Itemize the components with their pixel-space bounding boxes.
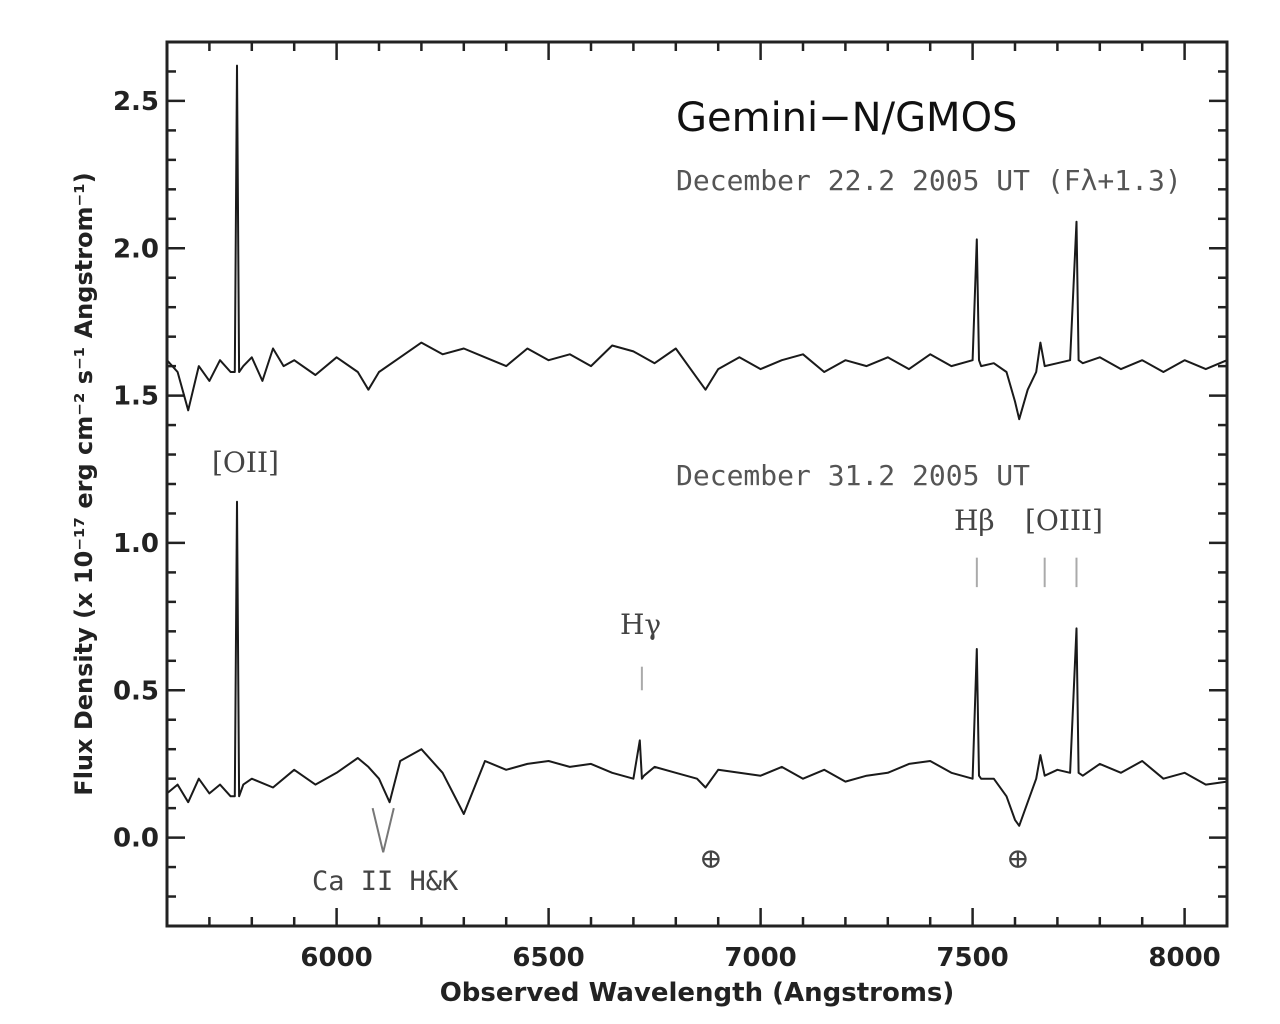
x-tick-label: 7500 — [936, 943, 1008, 973]
x-axis-label: Observed Wavelength (Angstroms) — [440, 978, 955, 1008]
label-oii: [OII] — [212, 446, 279, 479]
ca-hk-marker — [371, 807, 395, 853]
y-axis-label: Flux Density (x 10⁻¹⁷ erg cm⁻² s⁻¹ Angst… — [70, 172, 98, 795]
y-tick-label: 1.0 — [113, 529, 159, 559]
y-tick-label: 2.5 — [113, 87, 159, 117]
x-tick-label: 6500 — [512, 943, 584, 973]
subtitle-epoch-2: December 31.2 2005 UT — [676, 459, 1030, 492]
label-oiii: [OIII] — [1025, 504, 1103, 537]
spectrum-line-1 — [166, 64, 1228, 421]
chart-title: Gemini−N/GMOS — [676, 95, 1017, 141]
spectra — [166, 64, 1228, 827]
y-tick-label: 0.0 — [113, 824, 159, 854]
x-tick-labels: 6000 6500 7000 7500 8000 — [300, 943, 1220, 973]
earth-symbol-1: ⊕ — [699, 842, 722, 875]
y-tick-labels: 0.0 0.5 1.0 1.5 2.0 2.5 — [113, 87, 159, 854]
earth-symbol-2: ⊕ — [1006, 842, 1029, 875]
y-tick-label: 2.0 — [113, 234, 159, 264]
label-hbeta: Hβ — [954, 504, 995, 537]
y-tick-label: 1.5 — [113, 382, 159, 412]
spectrum-line-2 — [166, 500, 1228, 827]
x-tick-label: 7000 — [724, 943, 796, 973]
subtitle-epoch-1: December 22.2 2005 UT (Fλ+1.3) — [676, 164, 1182, 197]
label-ca-hk: Ca II H&K — [312, 866, 459, 897]
label-hgamma: Hγ — [620, 608, 661, 641]
plot-frame — [165, 40, 1229, 928]
line-markers — [371, 557, 1078, 853]
y-tick-label: 0.5 — [113, 676, 159, 706]
x-tick-label: 6000 — [300, 943, 372, 973]
x-tick-label: 8000 — [1148, 943, 1220, 973]
